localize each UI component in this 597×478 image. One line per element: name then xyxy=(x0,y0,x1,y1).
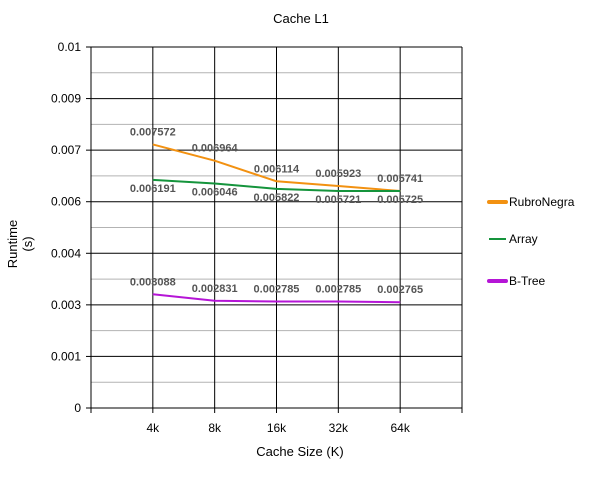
y-tick-label: 0.009 xyxy=(51,92,81,106)
data-label-rubronegra: 0.007572 xyxy=(130,126,176,138)
legend-label-b-tree: B-Tree xyxy=(509,274,546,288)
data-label-array: 0.006046 xyxy=(192,186,238,198)
y-tick-label: 0.01 xyxy=(58,40,82,54)
x-tick-label: 4k xyxy=(146,421,160,435)
data-label-rubronegra: 0.006964 xyxy=(192,143,239,155)
data-label-b-tree: 0.002785 xyxy=(254,284,300,296)
chart-title: Cache L1 xyxy=(273,11,329,26)
data-label-rubronegra: 0.005923 xyxy=(315,168,361,180)
x-tick-label: 8k xyxy=(208,421,222,435)
x-tick-label: 64k xyxy=(390,421,410,435)
legend: RubroNegra Array B-Tree xyxy=(489,195,575,288)
grid-lines xyxy=(91,47,462,408)
legend-label-array: Array xyxy=(509,232,538,246)
y-tick-label: 0.006 xyxy=(51,195,81,209)
x-tick-label: 16k xyxy=(267,421,287,435)
data-label-rubronegra: 0.006114 xyxy=(254,163,300,175)
data-label-array: 0.005822 xyxy=(254,192,300,204)
y-tick-label: 0 xyxy=(74,401,81,415)
y-tick-label: 0.007 xyxy=(51,143,81,157)
data-label-rubronegra: 0.005741 xyxy=(377,173,423,185)
data-label-b-tree: 0.002785 xyxy=(315,284,361,296)
data-label-b-tree: 0.003088 xyxy=(130,276,176,288)
y-tick-label: 0.004 xyxy=(51,246,81,260)
x-axis-title: Cache Size (K) xyxy=(256,444,343,459)
data-label-array: 0.005721 xyxy=(315,194,361,206)
data-label-array: 0.005725 xyxy=(377,194,423,206)
y-tick-label: 0.003 xyxy=(51,298,81,312)
legend-label-rubronegra: RubroNegra xyxy=(509,195,575,209)
data-label-b-tree: 0.002765 xyxy=(377,284,423,296)
y-tick-label: 0.001 xyxy=(51,349,81,363)
y-axis-title-line-1: Runtime xyxy=(5,220,20,268)
data-label-b-tree: 0.002831 xyxy=(192,283,238,295)
x-tick-label: 32k xyxy=(329,421,349,435)
y-axis-title-line-2: (s) xyxy=(20,236,35,251)
data-label-array: 0.006191 xyxy=(130,183,176,195)
